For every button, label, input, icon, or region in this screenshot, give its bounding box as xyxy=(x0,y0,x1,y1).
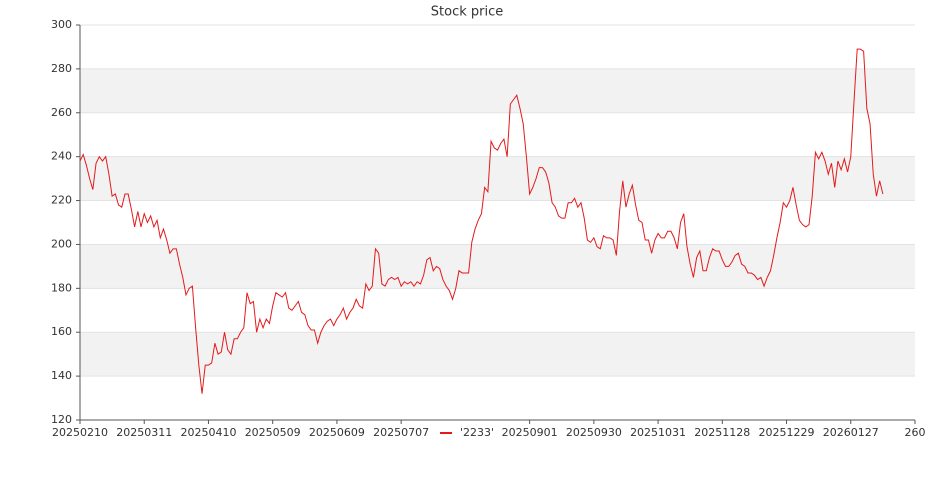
x-tick-label: 20250930 xyxy=(566,426,622,439)
y-tick-label: 160 xyxy=(51,325,72,338)
chart-title: Stock price xyxy=(431,5,503,20)
grid-band xyxy=(80,244,915,289)
x-tick-label: 20250609 xyxy=(309,426,365,439)
grid-band xyxy=(80,156,915,201)
y-tick-label: 260 xyxy=(51,106,72,119)
x-tick-label: 20251031 xyxy=(630,426,686,439)
y-tick-label: 140 xyxy=(51,369,72,382)
x-tick-label: 20260127 xyxy=(823,426,879,439)
series-line xyxy=(79,48,884,394)
x-tick-label: 20251229 xyxy=(759,426,815,439)
grid-band xyxy=(80,332,915,377)
x-tick-label: 20250410 xyxy=(180,426,236,439)
y-tick-label: 300 xyxy=(51,18,72,31)
x-tick-label: 20250210 xyxy=(52,426,108,439)
y-tick-label: 240 xyxy=(51,150,72,163)
legend-box xyxy=(436,425,498,441)
x-tick-label: 20251128 xyxy=(694,426,750,439)
y-tick-label: 120 xyxy=(51,413,72,426)
x-tick-label: 20250509 xyxy=(245,426,301,439)
x-tick-label: 260 xyxy=(905,426,926,439)
y-tick-label: 180 xyxy=(51,281,72,294)
x-tick-label: 20250901 xyxy=(502,426,558,439)
legend-label: '2233' xyxy=(460,426,494,439)
y-tick-label: 280 xyxy=(51,62,72,75)
y-tick-label: 220 xyxy=(51,194,72,207)
y-tick-label: 200 xyxy=(51,237,72,250)
x-tick-label: 20250311 xyxy=(116,426,172,439)
grid-band xyxy=(80,68,915,113)
x-tick-label: 20250707 xyxy=(373,426,429,439)
